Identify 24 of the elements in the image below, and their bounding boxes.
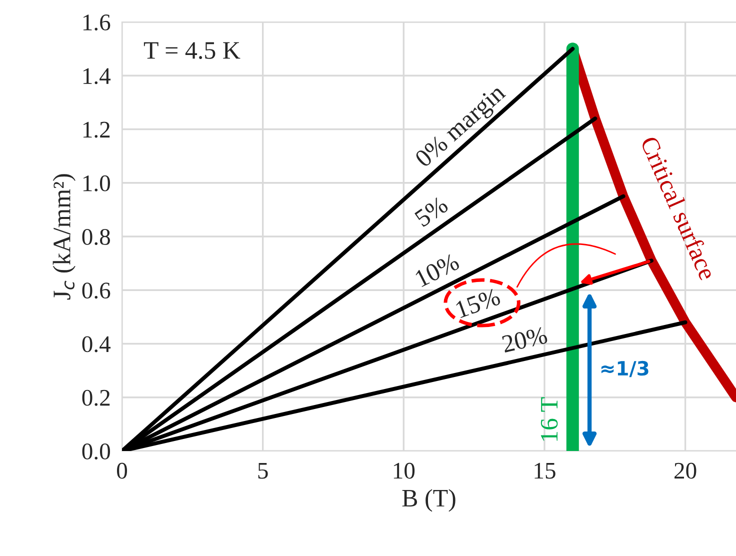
text: Critical surface <box>640 135 718 281</box>
x-tick-label: 10 <box>394 462 415 479</box>
annotation: T = 4.5 K <box>144 42 240 60</box>
y-tick-label: 0.4 <box>82 336 111 352</box>
text: 20% <box>501 326 548 353</box>
y-tick-label: 0.8 <box>82 228 110 246</box>
y-tick-label: 0.6 <box>82 282 110 299</box>
text: 5% <box>414 196 450 228</box>
y-tick-label: 1.4 <box>83 68 111 84</box>
y-axis-title: J$_{c}$ (kA/mm²) <box>52 174 76 300</box>
y-tick-label: 1.2 <box>83 122 110 138</box>
y-tick-label: 0.0 <box>82 443 110 460</box>
annotation: ≈1/3 <box>601 360 648 378</box>
x-tick-label: 15 <box>534 462 556 479</box>
y-tick-label: 1.0 <box>83 175 110 192</box>
x-tick-label: 0 <box>116 462 128 479</box>
y-tick-label: 1.6 <box>83 14 110 31</box>
text: 16 T <box>540 397 558 441</box>
text: 10% <box>414 252 460 288</box>
text: 15% <box>455 288 502 318</box>
x-tick-label: 5 <box>258 463 268 479</box>
x-tick-label: 20 <box>674 462 696 479</box>
x-axis-title: B (T) <box>402 489 456 512</box>
y-tick-label: 0.2 <box>82 390 110 406</box>
